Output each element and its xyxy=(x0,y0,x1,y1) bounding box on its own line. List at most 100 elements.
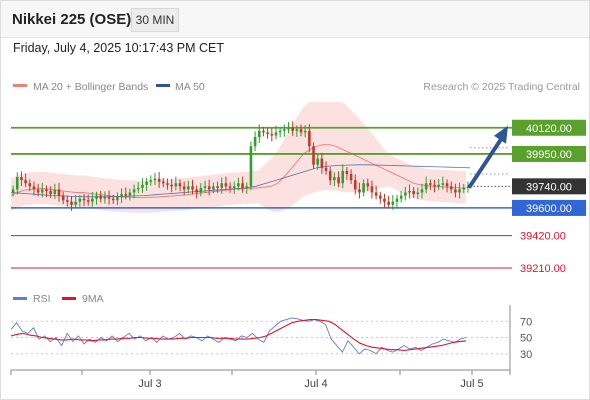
level-tag-target xyxy=(512,119,586,136)
rsi-legend-swatch xyxy=(13,297,27,300)
x-tick-label: Jul 4 xyxy=(304,378,327,390)
credit-text: Research © 2025 Trading Central xyxy=(423,81,580,93)
candle-body xyxy=(391,201,395,205)
candle-body xyxy=(412,190,415,195)
support-label: 39420.00 xyxy=(520,231,566,243)
candle-body xyxy=(291,127,294,131)
forecast-arrowhead xyxy=(494,125,508,144)
candle-body xyxy=(370,186,374,193)
candle-body xyxy=(303,130,307,133)
candle-body xyxy=(82,198,86,201)
candle-body xyxy=(49,190,52,195)
candle-body xyxy=(86,200,90,202)
candle-body xyxy=(249,146,253,187)
ma20-legend-label: MA 20 + Bollinger Bands xyxy=(33,81,148,93)
candle-body xyxy=(195,189,198,193)
ma50-legend-swatch xyxy=(156,84,170,87)
candle-body xyxy=(41,189,44,193)
candle-body xyxy=(178,183,182,187)
candle-body xyxy=(57,189,61,196)
candle-body xyxy=(312,146,315,165)
level-label-pivot: 39600.00 xyxy=(526,203,572,215)
candle-body xyxy=(149,180,153,182)
instrument-title: Nikkei 225 (OSE) xyxy=(12,11,132,28)
ma9-legend-label: 9MA xyxy=(82,293,104,305)
candle-body xyxy=(174,183,178,187)
candle-body xyxy=(232,186,236,188)
candle-body xyxy=(299,129,303,133)
candle-body xyxy=(224,183,228,187)
candle-body xyxy=(120,194,123,198)
candle-body xyxy=(270,133,274,136)
candle-body xyxy=(241,183,244,188)
candle-body xyxy=(266,132,269,134)
candle-body xyxy=(462,187,466,190)
candle-body xyxy=(166,183,169,185)
candle-body xyxy=(404,192,407,196)
rsi-tick-label: 30 xyxy=(520,349,532,361)
timestamp: Friday, July 4, 2025 10:17:43 PM CET xyxy=(13,41,224,55)
candle-body xyxy=(132,189,136,193)
x-tick-label: Jul 3 xyxy=(138,378,161,390)
rsi-ma9-line xyxy=(10,319,467,352)
candle-body xyxy=(445,183,449,187)
level-label-target: 39950.00 xyxy=(526,149,572,161)
candle-body xyxy=(36,189,40,193)
candle-body xyxy=(316,158,319,165)
candle-body xyxy=(70,201,73,205)
candle-body xyxy=(287,127,290,130)
candle-body xyxy=(20,177,23,181)
bollinger-band xyxy=(11,102,466,213)
candle-body xyxy=(408,190,411,193)
rsi-legend-label: RSI xyxy=(33,293,51,305)
candle-body xyxy=(449,186,453,190)
candle-body xyxy=(362,183,365,193)
candle-body xyxy=(66,200,69,202)
last-price-tag xyxy=(512,178,586,195)
support-label: 39210.00 xyxy=(520,263,566,275)
candle-body xyxy=(437,184,440,187)
rsi-line xyxy=(10,317,467,355)
candle-body xyxy=(378,195,382,199)
candle-body xyxy=(383,198,386,202)
candle-body xyxy=(441,183,445,185)
candle-body xyxy=(283,129,286,131)
candle-body xyxy=(24,180,27,184)
candle-body xyxy=(207,186,211,190)
candle-body xyxy=(424,183,428,190)
candle-body xyxy=(128,192,132,196)
level-tag-target xyxy=(512,145,586,162)
ma9-legend-swatch xyxy=(62,297,76,300)
timeframe-button[interactable]: 30 MIN xyxy=(131,8,179,32)
candle-body xyxy=(366,183,370,187)
candle-body xyxy=(116,197,119,201)
candle-body xyxy=(466,186,470,188)
candle-body xyxy=(28,183,32,187)
candle-body xyxy=(320,158,324,168)
candle-body xyxy=(95,195,98,199)
candle-body xyxy=(328,170,332,181)
candle-body xyxy=(257,130,261,137)
candle-body xyxy=(91,198,94,202)
candle-body xyxy=(187,186,190,190)
candle-body xyxy=(333,177,336,181)
candle-body xyxy=(324,167,328,171)
candle-body xyxy=(216,186,219,188)
candle-body xyxy=(374,192,378,196)
candle-body xyxy=(199,187,203,193)
level-tag-pivot xyxy=(512,199,586,216)
candle-body xyxy=(162,181,165,184)
ma50-legend-label: MA 50 xyxy=(175,81,205,93)
candle-body xyxy=(45,189,48,191)
candle-body xyxy=(337,177,340,184)
candle-body xyxy=(416,192,420,195)
forecast-arrow xyxy=(467,135,504,189)
candle-body xyxy=(32,186,36,190)
candle-body xyxy=(74,201,77,205)
candle-body xyxy=(420,189,424,193)
candle-body xyxy=(458,189,461,193)
candle-body xyxy=(145,181,148,185)
level-label-target: 40120.00 xyxy=(526,123,572,135)
ma20-legend-swatch xyxy=(13,84,27,87)
candle-body xyxy=(341,170,345,184)
